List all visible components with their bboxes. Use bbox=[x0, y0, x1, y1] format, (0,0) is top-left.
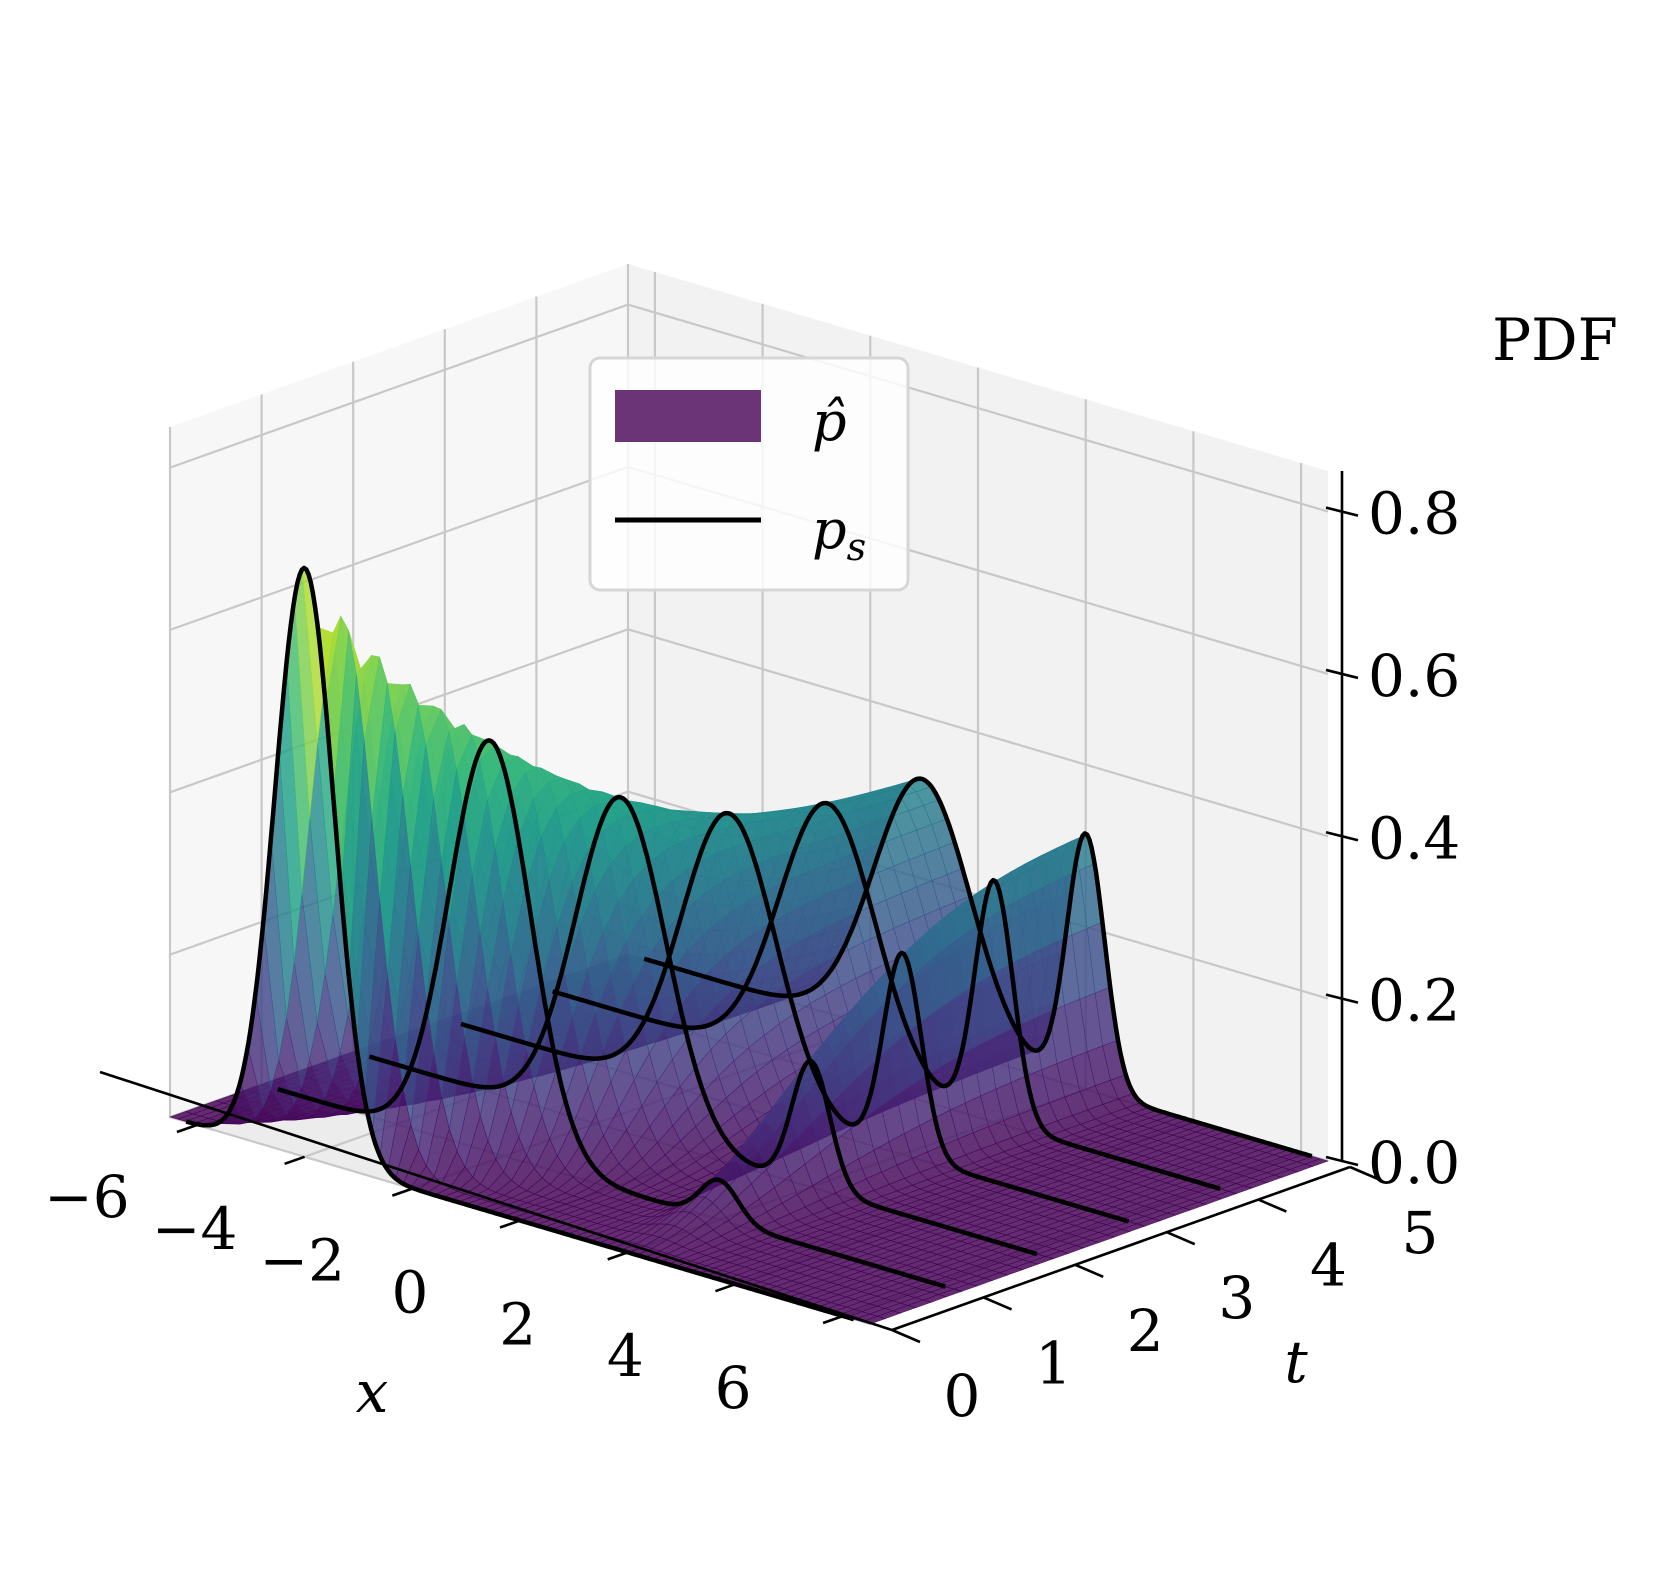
t-tick-label-0: 0 bbox=[944, 1362, 981, 1430]
t-tick-label-5: 5 bbox=[1402, 1199, 1439, 1267]
t-tick-label-2: 2 bbox=[1127, 1297, 1164, 1365]
x-tick-label-3: 0 bbox=[392, 1259, 429, 1327]
x-tick-label-0: −6 bbox=[44, 1163, 130, 1231]
x-tick-label-5: 4 bbox=[607, 1322, 644, 1390]
x-tick-5 bbox=[714, 1282, 736, 1293]
slice-curve-t4 bbox=[552, 800, 1221, 1191]
legend-patch-phat bbox=[615, 390, 761, 442]
z-tick-label-2: 0.4 bbox=[1368, 804, 1460, 872]
x-axis-label: x bbox=[356, 1358, 389, 1426]
x-tick-4 bbox=[607, 1251, 629, 1261]
x-tick-1 bbox=[284, 1155, 306, 1166]
x-tick-label-6: 6 bbox=[715, 1354, 752, 1422]
t-axis-line bbox=[891, 1165, 1351, 1332]
x-tick-label-1: −4 bbox=[152, 1195, 238, 1263]
z-tick-3 bbox=[1325, 668, 1359, 680]
x-tick-label-2: −2 bbox=[260, 1227, 346, 1295]
z-tick-label-3: 0.6 bbox=[1368, 642, 1460, 710]
t-tick-1 bbox=[983, 1296, 1013, 1311]
legend: p̂ ps bbox=[588, 356, 910, 592]
z-tick-0 bbox=[1325, 1155, 1359, 1167]
x-tick-2 bbox=[391, 1187, 413, 1197]
z-tick-label-0: 0.0 bbox=[1368, 1129, 1460, 1197]
legend-label-ps-main: p bbox=[812, 498, 847, 561]
slice-curve-t2 bbox=[368, 794, 1038, 1257]
x-tick-3 bbox=[499, 1219, 521, 1229]
t-tick-4 bbox=[1257, 1198, 1287, 1213]
legend-label-ps: ps bbox=[812, 498, 866, 569]
z-axis-label: PDF bbox=[1492, 306, 1618, 374]
x-tick-label-4: 2 bbox=[499, 1290, 536, 1358]
t-tick-5 bbox=[1349, 1165, 1379, 1181]
legend-label-ps-sub: s bbox=[847, 525, 867, 569]
slice-curves bbox=[185, 565, 1313, 1322]
slice-curve-t3 bbox=[460, 810, 1130, 1224]
t-tick-label-3: 3 bbox=[1218, 1264, 1255, 1332]
t-axis-label: t bbox=[1284, 1328, 1308, 1396]
z-tick-label-4: 0.8 bbox=[1368, 480, 1460, 548]
slice-curve-t5 bbox=[643, 776, 1313, 1159]
t-tick-2 bbox=[1074, 1263, 1104, 1278]
slice-curve-t1 bbox=[277, 738, 946, 1289]
x-tick-0 bbox=[176, 1123, 198, 1134]
x-axis-line bbox=[99, 1070, 893, 1332]
z-tick-4 bbox=[1325, 506, 1359, 517]
z-tick-label-1: 0.2 bbox=[1368, 967, 1460, 1035]
x-tick-6 bbox=[822, 1314, 844, 1325]
z-tick-1 bbox=[1325, 993, 1359, 1004]
grid-line-z-4 bbox=[169, 303, 1329, 513]
legend-label-phat: p̂ bbox=[812, 390, 847, 453]
t-tick-label-1: 1 bbox=[1035, 1329, 1072, 1397]
t-tick-label-4: 4 bbox=[1310, 1232, 1347, 1300]
t-tick-3 bbox=[1166, 1231, 1196, 1246]
z-tick-2 bbox=[1325, 831, 1359, 842]
axes: −6 −4 −2 0 2 4 6 0 1 2 3 4 50.00.20.40.60.8 bbox=[44, 471, 1460, 1430]
t-tick-0 bbox=[891, 1328, 921, 1344]
